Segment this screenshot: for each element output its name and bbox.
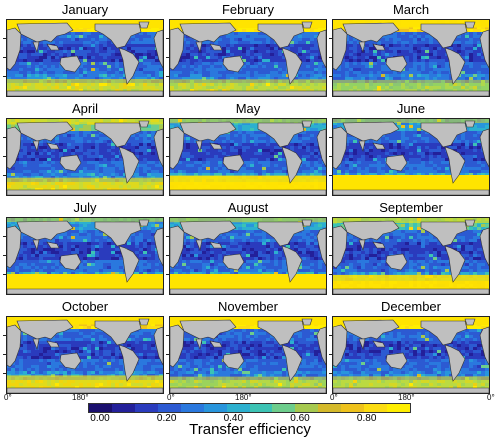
colorbar-segment: [295, 404, 320, 412]
colorbar-segment: [158, 404, 183, 412]
colorbar-segment: [341, 404, 366, 412]
colorbar-segment: [250, 404, 275, 412]
latitude-tick: [166, 373, 169, 374]
latitude-tick: [3, 137, 6, 138]
latitude-tick: [3, 354, 6, 355]
transfer-efficiency-map: [6, 19, 164, 97]
transfer-efficiency-map: [169, 118, 327, 196]
lon-label-180: 180°: [398, 393, 415, 402]
transfer-efficiency-map: [169, 316, 327, 394]
latitude-tick: [3, 274, 6, 275]
colorbar-segment: [318, 404, 343, 412]
latitude-tick: [166, 175, 169, 176]
latitude-tick: [166, 335, 169, 336]
panel-title: December: [332, 299, 490, 315]
panel-title: March: [332, 2, 490, 18]
panel-title: January: [6, 2, 164, 18]
colorbar-segment: [204, 404, 229, 412]
panel-title: November: [169, 299, 327, 315]
lon-label-0: 0°: [167, 393, 175, 402]
latitude-tick: [329, 335, 332, 336]
transfer-efficiency-map: [169, 19, 327, 97]
latitude-tick: [166, 38, 169, 39]
panel-title: September: [332, 200, 490, 216]
latitude-tick: [329, 156, 332, 157]
transfer-efficiency-map: [332, 316, 490, 394]
panel-title: June: [332, 101, 490, 117]
latitude-tick: [3, 57, 6, 58]
colorbar-label: Transfer efficiency: [0, 421, 500, 438]
panel-title: October: [6, 299, 164, 315]
latitude-tick: [329, 137, 332, 138]
transfer-efficiency-map: [6, 118, 164, 196]
latitude-tick: [166, 236, 169, 237]
colorbar-segment: [387, 404, 411, 412]
latitude-tick: [166, 354, 169, 355]
latitude-tick: [166, 137, 169, 138]
colorbar-segment: [135, 404, 160, 412]
colorbar-segment: [364, 404, 389, 412]
transfer-efficiency-map: [169, 217, 327, 295]
transfer-efficiency-map: [332, 19, 490, 97]
latitude-tick: [329, 255, 332, 256]
latitude-tick: [166, 274, 169, 275]
latitude-tick: [329, 354, 332, 355]
colorbar: [88, 403, 411, 413]
latitude-tick: [3, 175, 6, 176]
latitude-tick: [3, 156, 6, 157]
colorbar-segment: [89, 404, 114, 412]
lon-label-180: 180°: [235, 393, 252, 402]
transfer-efficiency-map: [6, 217, 164, 295]
latitude-tick: [3, 38, 6, 39]
transfer-efficiency-map: [332, 217, 490, 295]
lon-label-0: 0°: [330, 393, 338, 402]
panel-title: April: [6, 101, 164, 117]
transfer-efficiency-map: [6, 316, 164, 394]
latitude-tick: [329, 236, 332, 237]
lon-label-180: 180°: [72, 393, 89, 402]
latitude-tick: [329, 274, 332, 275]
colorbar-segment: [272, 404, 297, 412]
lon-label-0: 0°: [4, 393, 12, 402]
latitude-tick: [166, 57, 169, 58]
latitude-tick: [3, 335, 6, 336]
latitude-tick: [3, 255, 6, 256]
latitude-tick: [3, 236, 6, 237]
panel-title: May: [169, 101, 327, 117]
latitude-tick: [329, 373, 332, 374]
colorbar-segment: [112, 404, 137, 412]
latitude-tick: [329, 175, 332, 176]
panel-title: February: [169, 2, 327, 18]
latitude-tick: [166, 255, 169, 256]
panel-title: July: [6, 200, 164, 216]
colorbar-segment: [227, 404, 252, 412]
latitude-tick: [329, 76, 332, 77]
latitude-tick: [329, 57, 332, 58]
panel-title: August: [169, 200, 327, 216]
colorbar-segment: [181, 404, 206, 412]
latitude-tick: [166, 76, 169, 77]
latitude-tick: [166, 156, 169, 157]
latitude-tick: [329, 38, 332, 39]
transfer-efficiency-map: [332, 118, 490, 196]
latitude-tick: [3, 76, 6, 77]
lon-label-0: 0°: [487, 393, 495, 402]
latitude-tick: [3, 373, 6, 374]
